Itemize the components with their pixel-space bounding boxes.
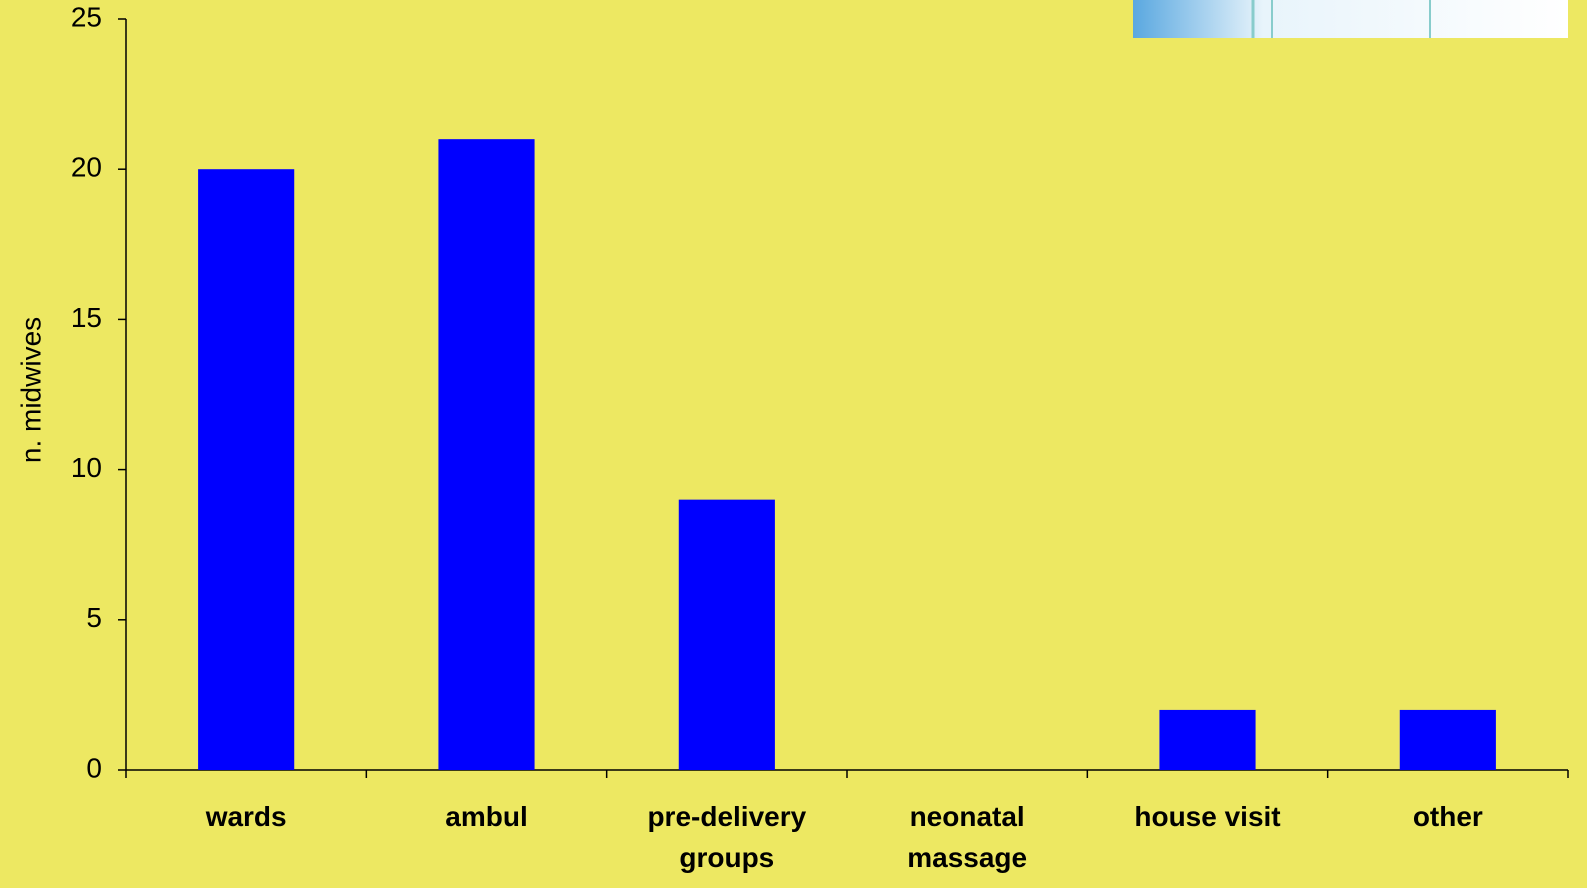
bar <box>1159 709 1256 770</box>
x-tick-label: neonatal massage <box>907 801 1028 873</box>
y-tick-label: 20 <box>71 152 102 183</box>
bar <box>1399 709 1496 770</box>
y-tick-label: 5 <box>86 602 102 633</box>
bar <box>438 139 535 770</box>
y-axis-label: n. midwives <box>15 317 46 463</box>
bar <box>198 169 295 770</box>
x-tick-label: pre-delivery groups <box>647 801 807 873</box>
y-tick-label: 15 <box>71 302 102 333</box>
x-tick-label: house visit <box>1134 801 1281 832</box>
bar <box>678 499 775 770</box>
x-tick-label: other <box>1412 801 1483 832</box>
x-tick-label: wards <box>205 801 287 832</box>
decoration <box>1133 0 1568 38</box>
x-tick-label: ambul <box>445 801 528 832</box>
y-tick-label: 25 <box>71 1 102 32</box>
y-tick-label: 0 <box>86 752 102 783</box>
y-tick-label: 10 <box>71 452 102 483</box>
